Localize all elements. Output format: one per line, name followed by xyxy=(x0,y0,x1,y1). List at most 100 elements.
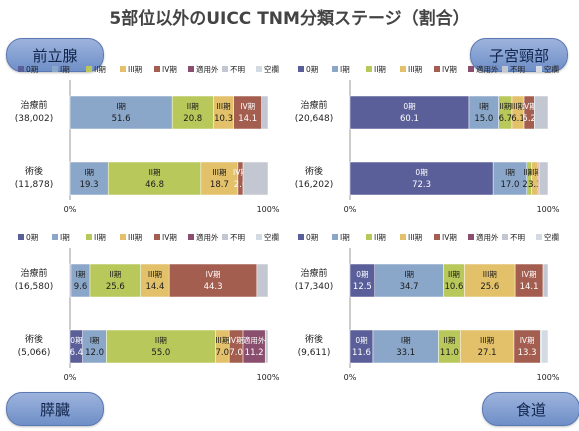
bar-value-label: 46.8 xyxy=(145,180,164,190)
bar-series-label: 適用外 xyxy=(243,335,266,345)
bar-value-label: 51.6 xyxy=(112,114,131,124)
bar-segment xyxy=(242,329,266,364)
bar-segment xyxy=(460,329,515,364)
category-label: 治療前 xyxy=(300,267,327,279)
legend-label: 適用外 xyxy=(196,232,219,242)
legend-label: 0期 xyxy=(26,233,38,242)
bar-value-label: 11.6 xyxy=(352,348,371,358)
category-label: (16,202) xyxy=(295,180,334,190)
bar-segment xyxy=(106,329,216,364)
legend-label: 適用外 xyxy=(476,64,499,74)
category-label: 治療前 xyxy=(300,99,327,111)
bar-value-label: 9.6 xyxy=(74,282,88,292)
bar-series-label: III期 xyxy=(148,270,162,279)
x-tick-label: 0% xyxy=(64,373,77,382)
bar-value-label: 27.1 xyxy=(478,348,497,358)
x-tick-label: 100% xyxy=(257,205,280,214)
legend-swatch xyxy=(18,66,24,72)
legend-swatch xyxy=(120,66,126,72)
legend-label: 空欄 xyxy=(544,232,559,242)
legend-label: 空欄 xyxy=(264,64,279,74)
bar-series-label: II期 xyxy=(149,168,161,177)
bar-segment xyxy=(513,329,541,364)
bar-segment xyxy=(69,329,83,364)
bar-series-label: 0期 xyxy=(403,102,415,111)
bar-segment xyxy=(140,263,170,298)
bar-segment xyxy=(534,95,549,130)
bar-segment xyxy=(213,95,234,130)
bar-series-label: I期 xyxy=(76,270,86,279)
category-label: (17,340) xyxy=(295,282,334,292)
organ-badge-cervix: 子宮頸部 xyxy=(470,38,568,72)
bar-series-label: III期 xyxy=(480,336,494,345)
bar-series-label: II期 xyxy=(523,168,535,177)
bar-value-label: 15.0 xyxy=(474,114,493,124)
chart-cervix: 0期 I期 II期 III期 IV期 適用外 不明 空欄0% 100%治療前(20,648)0期… xyxy=(295,64,560,214)
category-label: (5,066) xyxy=(18,348,51,358)
bar-segment xyxy=(82,329,107,364)
bar-series-label: I期 xyxy=(90,336,100,345)
bar-segment xyxy=(70,263,91,298)
category-label: 治療前 xyxy=(20,99,47,111)
bar-value-label: 20.8 xyxy=(183,114,202,124)
bar-value-label: 3.3 xyxy=(528,180,542,190)
category-label: (38,002) xyxy=(15,114,54,124)
bar-value-label: 14.1 xyxy=(520,282,539,292)
legend-swatch xyxy=(332,234,338,240)
bar-value-label: 6.4 xyxy=(70,348,84,358)
bar-segment xyxy=(215,329,230,364)
bar-series-label: IV期 xyxy=(522,270,537,279)
page-title: 5部位以外のUICC TNM分類ステージ（割合） xyxy=(109,9,470,29)
legend-swatch xyxy=(332,66,338,72)
bar-value-label: 33.1 xyxy=(396,348,415,358)
bar-series-label: 0期 xyxy=(70,336,82,345)
legend-swatch xyxy=(400,66,406,72)
bar-value-label: 6.7 xyxy=(499,114,513,124)
bar-segment xyxy=(374,263,444,298)
legend-label: 不明 xyxy=(510,233,525,242)
organ-badge-pancreas: 膵臓 xyxy=(6,392,104,426)
bar-segment xyxy=(349,329,374,364)
bar-series-label: 0期 xyxy=(355,336,367,345)
legend-label: 適用外 xyxy=(476,232,499,242)
bar-series-label: 0期 xyxy=(415,168,427,177)
bar-segment xyxy=(107,161,202,196)
bar-segment xyxy=(438,329,461,364)
legend-label: 空欄 xyxy=(544,64,559,74)
legend-label: III期 xyxy=(408,65,422,74)
bar-series-label: II期 xyxy=(443,336,455,345)
bar-series-label: II期 xyxy=(155,336,167,345)
bar-segment xyxy=(514,263,544,298)
legend-label: II期 xyxy=(94,233,106,242)
bar-series-label: I期 xyxy=(401,336,411,345)
bar-series-label: I期 xyxy=(116,102,126,111)
bar-value-label: 10.3 xyxy=(214,114,233,124)
x-tick-label: 100% xyxy=(537,373,560,382)
bar-series-label: IV期 xyxy=(520,336,535,345)
x-tick-label: 100% xyxy=(257,373,280,382)
bar-series-label: II期 xyxy=(499,102,511,111)
bar-series-label: III期 xyxy=(215,336,229,345)
chart-prostate: 0期 I期 II期 III期 IV期 適用外 不明 空欄 0% 100% 治療前 (38,002) I期… xyxy=(15,64,280,214)
legend-swatch xyxy=(256,66,262,72)
bar-value-label: 44.3 xyxy=(204,282,223,292)
bar-segment xyxy=(511,95,525,130)
bar-segment xyxy=(69,161,109,196)
chart-esophagus: 0期 I期 II期 III期 IV期 適用外 不明 空欄 0% 100% 治療前 (17,340) 0期… xyxy=(295,232,560,382)
legend-swatch xyxy=(298,234,304,240)
bar-segment xyxy=(526,161,532,196)
bar-value-label: 72.3 xyxy=(412,180,431,190)
bar-value-label: 25.6 xyxy=(480,282,499,292)
bar-series-label: I期 xyxy=(404,270,414,279)
bar-value-label: 18.7 xyxy=(210,180,229,190)
bar-value-label: 14.1 xyxy=(238,114,257,124)
legend-swatch xyxy=(468,66,474,72)
bar-series-label: III期 xyxy=(483,270,497,279)
legend-label: I期 xyxy=(60,65,70,74)
legend-swatch xyxy=(400,234,406,240)
bar-segment xyxy=(200,161,239,196)
bar-series-label: IV期 xyxy=(229,336,244,345)
bar-series-label: IV期 xyxy=(206,270,221,279)
legend-label: 0期 xyxy=(26,65,38,74)
bar-segment xyxy=(531,161,539,196)
